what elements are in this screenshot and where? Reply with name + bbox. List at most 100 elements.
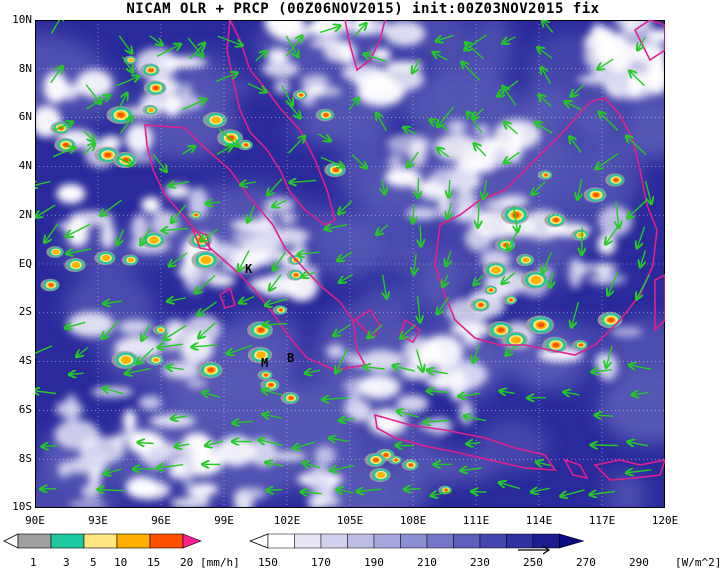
precip-cell-15mm (503, 243, 509, 247)
olr-bright-blob (597, 233, 616, 255)
olr-bright-blob (56, 183, 86, 204)
precip-cell-15mm (497, 327, 505, 333)
wind-arrow (85, 84, 100, 103)
wind-arrow (418, 178, 419, 196)
lon-label-90e: 90E (25, 514, 45, 527)
olr-tick-210: 210 (417, 556, 437, 569)
wind-arrow (248, 205, 255, 221)
wind-arrow (503, 272, 516, 283)
olr-bright-blob (160, 56, 207, 68)
wind-arrow (332, 464, 355, 471)
lon-label-114e: 114E (525, 514, 553, 527)
wind-arrow (382, 179, 385, 193)
precip-cbar-lower-end (3, 533, 19, 549)
wind-arrow (641, 250, 646, 266)
wind-arrow (438, 34, 454, 40)
wind-arrow (539, 48, 553, 59)
wind-arrow (216, 147, 231, 155)
wind-arrow (270, 274, 282, 290)
lat-label-10s: 10S (12, 500, 32, 513)
lat-label-4s: 4S (18, 354, 32, 367)
olr-cbar-segment (347, 533, 375, 549)
wind-arrow (127, 367, 151, 374)
wind-arrow (406, 489, 421, 490)
olr-tick-170: 170 (311, 556, 331, 569)
wind-arrow (217, 35, 242, 45)
wind-arrow (383, 274, 387, 297)
wind-arrow (599, 58, 614, 69)
precip-cell-15mm (383, 453, 389, 457)
wind-arrow (608, 272, 619, 295)
wind-arrow (173, 416, 187, 419)
wind-arrow (303, 272, 315, 276)
wind-arrow (378, 224, 389, 234)
olr-bright-blob (386, 353, 405, 365)
wind-arrow (118, 228, 125, 243)
wind-arrow (288, 103, 300, 117)
precip-cell-15mm (153, 86, 159, 90)
wind-arrow (67, 223, 91, 236)
wind-arrow (463, 63, 481, 81)
wind-arrow (78, 346, 89, 356)
wind-arrow (538, 462, 551, 465)
wind-arrow (533, 488, 550, 492)
olr-tick-150: 150 (258, 556, 278, 569)
precip-cell-10mm (511, 336, 521, 344)
precip-cell-15mm (509, 298, 513, 302)
precip-cell-15mm (444, 488, 448, 492)
wind-arrow (629, 442, 648, 446)
precip-cell-15mm (373, 458, 379, 462)
wind-arrow (475, 274, 484, 284)
olr-bright-blob (586, 272, 627, 286)
olr-bright-blob (577, 74, 625, 85)
olr-bright-blob (568, 257, 583, 289)
wind-arrow (413, 204, 415, 222)
lat-label-10n: 10N (12, 13, 32, 26)
wind-arrow (202, 228, 219, 240)
olr-bright-blob (463, 334, 481, 343)
wind-arrow (119, 118, 132, 134)
lat-label-2s: 2S (18, 305, 32, 318)
wind-arrow (634, 393, 649, 395)
wind-arrow (35, 181, 51, 186)
wind-arrow (438, 296, 450, 313)
precip-cell-10mm (376, 472, 386, 478)
wind-arrow (228, 344, 253, 354)
olr-bright-blob (68, 499, 107, 508)
wind-arrow (341, 419, 355, 421)
olr-tick-230: 230 (470, 556, 490, 569)
wind-arrow (415, 349, 423, 370)
precip-cbar-segment (83, 533, 118, 549)
precip-cell-15mm (257, 327, 265, 333)
olr-bright-blob (600, 26, 614, 51)
map-plot-area (35, 20, 665, 508)
wind-arrow (351, 154, 365, 168)
olr-bright-blob (473, 124, 490, 135)
wind-arrow (484, 179, 487, 197)
wind-arrow (443, 274, 448, 286)
lon-label-120e: 120E (651, 514, 679, 527)
precip-cell-10mm (211, 116, 221, 124)
precip-cell-10mm (522, 257, 530, 263)
wind-arrow (600, 113, 619, 131)
precip-cell-10mm (101, 255, 111, 261)
precip-cell-15mm (552, 342, 560, 348)
olr-cbar-segment (400, 533, 428, 549)
map-title: NICAM OLR + PRCP (00Z06NOV2015) init:00Z… (126, 1, 600, 17)
olr-bright-blob (308, 464, 331, 496)
wind-arrow (239, 250, 250, 270)
wind-arrow (474, 108, 484, 118)
olr-bright-blob (267, 48, 289, 63)
wind-arrow (71, 373, 84, 374)
wind-arrow (317, 133, 329, 140)
wind-arrow (255, 52, 266, 62)
wind-arrow (429, 391, 449, 392)
olr-bright-blob (384, 168, 421, 187)
wind-arrow (449, 179, 450, 196)
olr-unit: [W/m^2] (675, 556, 722, 569)
precip-tick-15: 15 (147, 556, 161, 569)
wind-arrow (582, 227, 583, 254)
olr-mid-blob (325, 465, 429, 508)
precip-cell-15mm (244, 143, 248, 147)
wind-arrow (264, 391, 283, 396)
